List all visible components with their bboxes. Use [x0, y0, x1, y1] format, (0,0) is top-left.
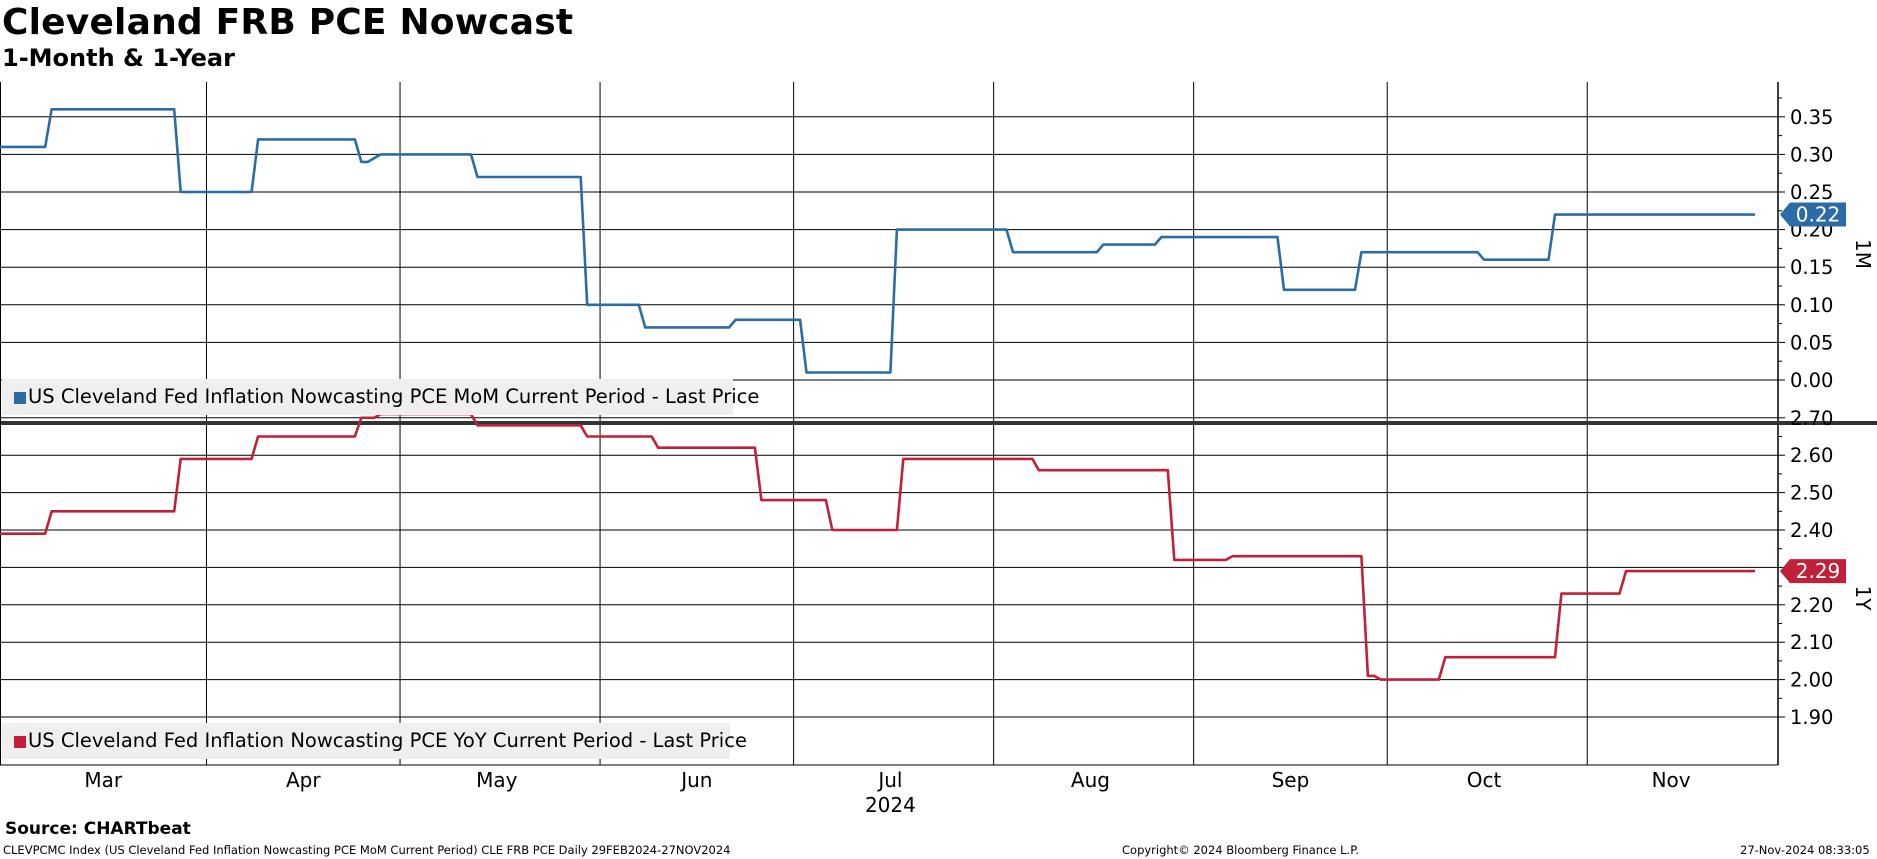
x-tick-label: Jul	[876, 768, 902, 792]
x-tick-labels: Mar Apr May Jun Jul Aug Sep Oct Nov 2024	[84, 768, 1690, 817]
legend-bottom: US Cleveland Fed Inflation Nowcasting PC…	[2, 723, 747, 759]
last-value-label: 0.22	[1796, 203, 1841, 227]
footer-description: CLEVPCMC Index (US Cleveland Fed Inflati…	[3, 843, 731, 857]
y-tick-label: 2.50	[1790, 482, 1833, 505]
last-value-badge	[1780, 202, 1846, 227]
x-tick-label: Mar	[84, 768, 123, 792]
x-tick-label: Nov	[1652, 768, 1691, 792]
last-value-badges: 0.22 2.29	[1780, 202, 1846, 584]
last-value-label: 2.29	[1796, 559, 1841, 583]
x-tick-label: May	[476, 768, 518, 792]
x-tick-label: Sep	[1272, 768, 1310, 792]
chart-subtitle: 1-Month & 1-Year	[2, 44, 235, 72]
x-tick-label: Apr	[286, 768, 321, 792]
last-value-badge	[1780, 559, 1846, 584]
y-tick-label: 0.00	[1790, 369, 1833, 392]
source-label: Source: CHARTbeat	[5, 819, 191, 839]
legend-label-mom: US Cleveland Fed Inflation Nowcasting PC…	[28, 385, 760, 408]
y-tick-label: 0.05	[1790, 331, 1833, 354]
x-tick-label: Oct	[1467, 768, 1502, 792]
legend-swatch-yoy	[14, 736, 26, 748]
y-tick-label: 2.40	[1790, 519, 1833, 542]
footer-copyright: Copyright© 2024 Bloomberg Finance L.P.	[1122, 843, 1359, 857]
x-tick-label: Aug	[1071, 768, 1110, 792]
x-tick-label: Jun	[679, 768, 712, 792]
legend-swatch-mom	[14, 392, 26, 404]
x-year-label: 2024	[865, 793, 916, 817]
bottom-panel-grid	[0, 417, 1785, 718]
y-tick-label: 0.10	[1790, 294, 1833, 317]
panel-frames	[0, 82, 1877, 766]
panel-axis-label: 1Y	[1851, 586, 1875, 612]
y-tick-label: 2.10	[1790, 631, 1833, 654]
y-tick-label: 2.70	[1790, 407, 1833, 430]
y-tick-label: 0.25	[1790, 181, 1833, 204]
footer-timestamp: 27-Nov-2024 08:33:05	[1740, 843, 1870, 857]
y-tick-label: 1.90	[1790, 706, 1833, 729]
legend-top: US Cleveland Fed Inflation Nowcasting PC…	[2, 379, 759, 415]
series-lines	[0, 108, 1755, 681]
panel-axis-label: 1M	[1851, 239, 1875, 269]
y-tick-label: 0.35	[1790, 106, 1833, 129]
y-tick-label: 2.60	[1790, 444, 1833, 467]
legend-label-yoy: US Cleveland Fed Inflation Nowcasting PC…	[28, 729, 747, 752]
y-tick-label: 2.20	[1790, 594, 1833, 617]
y-tick-label: 2.00	[1790, 669, 1833, 692]
y-tick-label: 0.30	[1790, 143, 1833, 166]
yoy-series-line	[0, 412, 1755, 681]
y-tick-labels: 0.000.050.100.150.200.250.300.351.902.00…	[1790, 106, 1833, 729]
axis-labels: 1M 1Y	[1851, 239, 1875, 611]
mom-series-line	[0, 108, 1755, 374]
y-tick-label: 0.15	[1790, 256, 1833, 279]
chart-title: Cleveland FRB PCE Nowcast	[2, 2, 574, 43]
